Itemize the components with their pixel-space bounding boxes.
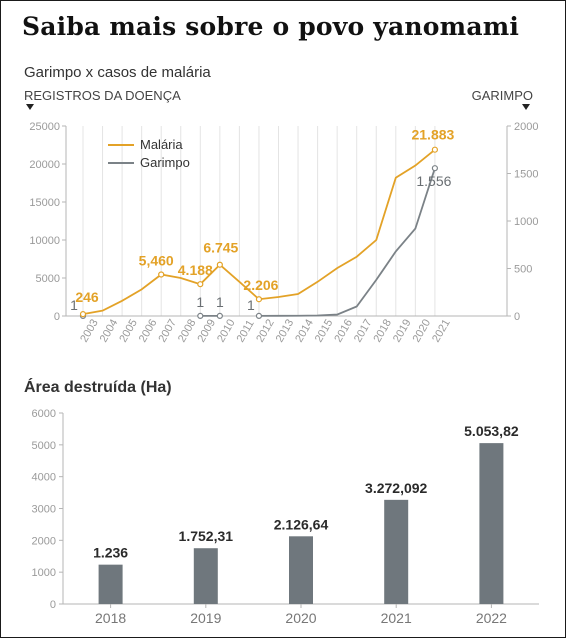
- right-tick-label: 0: [514, 311, 520, 323]
- bar-y-tick-label: 3000: [32, 504, 56, 516]
- x-tick-label: 2011: [235, 318, 257, 344]
- bar-y-tick-label: 2000: [32, 535, 56, 547]
- bar-x-tick-label: 2019: [190, 610, 221, 626]
- bar: [193, 548, 218, 604]
- bar-value-label: 5.053,82: [464, 423, 519, 439]
- left-tick-label: 0: [54, 311, 60, 323]
- bar-x-tick-label: 2021: [381, 610, 412, 626]
- left-axis-arrow-icon: [26, 104, 34, 110]
- x-tick-label: 2003: [78, 317, 101, 344]
- malaria-data-label: 6.745: [203, 240, 238, 256]
- malaria-data-label: 246: [75, 289, 99, 305]
- garimpo-data-label: 1.556: [416, 173, 451, 189]
- bar-y-tick-label: 0: [50, 599, 56, 611]
- x-tick-label: 2009: [196, 317, 219, 344]
- garimpo-point: [197, 312, 204, 320]
- malaria-point: [431, 146, 438, 153]
- headline: Saiba mais sobre o povo yanomami: [22, 12, 520, 41]
- x-tick-label: 2006: [137, 317, 160, 344]
- malaria-data-label: 21.883: [411, 127, 454, 143]
- garimpo-data-label: 1: [196, 294, 204, 310]
- x-tick-label: 2016: [332, 317, 355, 344]
- right-tick-label: 2000: [514, 121, 538, 133]
- bar-chart-title: Área destruída (Ha): [24, 377, 172, 396]
- garimpo-data-label: 1: [247, 297, 255, 313]
- x-tick-label: 2004: [98, 317, 121, 344]
- x-tick-label: 2019: [391, 317, 414, 344]
- x-tick-label: 2021: [430, 317, 453, 344]
- malaria-data-label: 4.188: [178, 262, 213, 278]
- right-tick-label: 1500: [514, 169, 538, 181]
- garimpo-data-label: 1: [70, 297, 78, 313]
- bar-x-tick-label: 2020: [285, 610, 316, 626]
- left-tick-label: 10000: [29, 235, 60, 247]
- x-tick-label: 2014: [293, 317, 316, 344]
- malaria-data-label: 5,460: [139, 253, 174, 269]
- garimpo-series-line: [258, 167, 436, 317]
- right-tick-label: 500: [514, 264, 532, 276]
- legend-label-malaria: Malária: [140, 137, 183, 152]
- x-tick-label: 2012: [254, 317, 277, 344]
- malaria-point: [255, 296, 263, 303]
- line-chart-title: Garimpo x casos de malária: [24, 64, 211, 81]
- x-tick-label: 2015: [313, 317, 336, 344]
- bar: [289, 536, 313, 604]
- left-axis-label: REGISTROS DA DOENÇA: [24, 88, 181, 103]
- bar-y-tick-label: 4000: [32, 472, 56, 484]
- malaria-point: [197, 281, 204, 288]
- malaria-point: [79, 311, 87, 318]
- malaria-point: [158, 271, 165, 278]
- garimpo-point: [216, 312, 223, 320]
- bar-y-tick-label: 1000: [32, 567, 56, 579]
- right-axis-label: GARIMPO: [472, 88, 533, 103]
- bar-value-label: 3.272,092: [365, 480, 427, 496]
- garimpo-point: [431, 165, 438, 172]
- garimpo-point: [255, 312, 263, 320]
- bar-y-tick-label: 5000: [32, 440, 56, 452]
- bar-y-tick-label: 6000: [32, 408, 56, 420]
- bar: [479, 443, 504, 604]
- bar-x-tick-label: 2022: [476, 610, 507, 626]
- garimpo-data-label: 1: [216, 294, 224, 310]
- malaria-data-label: 2.206: [243, 277, 278, 293]
- left-tick-label: 20000: [29, 159, 60, 171]
- bar-x-tick-label: 2018: [95, 610, 126, 626]
- x-tick-label: 2007: [156, 317, 179, 344]
- malaria-point: [216, 261, 223, 268]
- x-tick-label: 2008: [176, 317, 199, 344]
- x-tick-label: 2005: [117, 317, 140, 344]
- x-tick-label: 2018: [371, 317, 394, 344]
- x-tick-label: 2013: [274, 317, 297, 344]
- bar: [98, 564, 123, 604]
- bar: [384, 499, 409, 604]
- x-tick-label: 2017: [352, 317, 375, 344]
- right-tick-label: 1000: [514, 216, 538, 228]
- legend-label-garimpo: Garimpo: [140, 155, 190, 170]
- left-tick-label: 25000: [29, 121, 60, 133]
- x-tick-label: 2020: [411, 317, 434, 344]
- left-tick-label: 5000: [36, 273, 60, 285]
- x-tick-label: 2010: [215, 317, 238, 344]
- bar-value-label: 1.236: [93, 545, 128, 561]
- bar-value-label: 2.126,64: [274, 516, 329, 532]
- bar-value-label: 1.752,31: [179, 528, 234, 544]
- left-tick-label: 15000: [29, 197, 60, 209]
- right-axis-arrow-icon: [522, 104, 530, 110]
